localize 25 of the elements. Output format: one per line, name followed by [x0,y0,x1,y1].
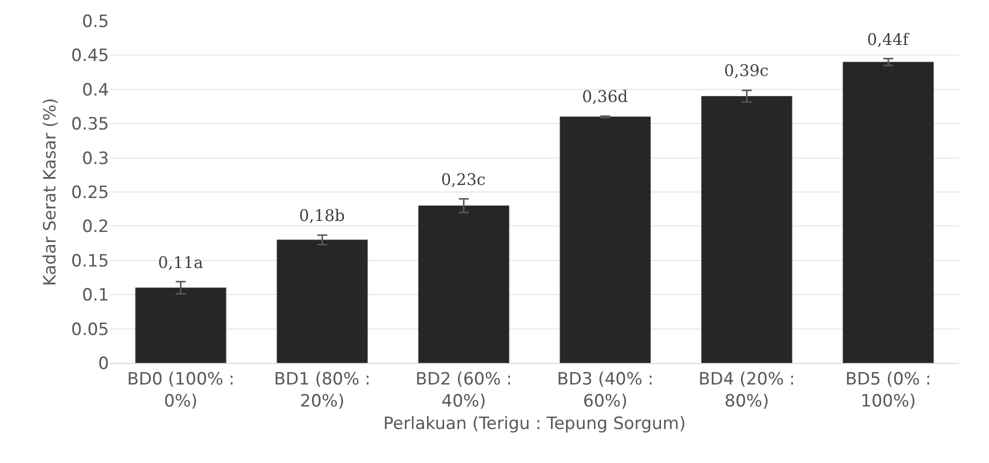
y-tick-label: 0.05 [71,320,109,340]
x-tick-label: BD5 (0% : 100%) [845,369,932,412]
x-tick-label: BD2 (60% : 40%) [415,369,512,412]
x-tick-label: BD4 (20% : 80%) [698,369,796,412]
y-tick-label: 0.25 [71,182,109,203]
y-tick-label: 0.2 [82,217,109,238]
y-axis-title: Kadar Serat Kasar (%) [40,98,61,286]
data-label: 0,23c [441,170,486,189]
y-tick-label: 0.3 [82,148,109,169]
data-label: 0,44f [867,30,910,49]
y-tick-label: 0.4 [82,80,109,100]
data-label: 0,18b [299,206,345,225]
y-tick-label: 0.5 [82,12,109,32]
data-label: 0,36d [582,87,628,106]
y-tick-label: 0.15 [71,251,109,272]
data-label: 0,39c [724,61,769,80]
x-axis-title: Perlakuan (Terigu : Tepung Sorgum) [383,414,686,434]
y-tick-label: 0.45 [71,46,109,66]
x-tick-label: BD1 (80% : 20%) [274,369,371,412]
y-tick-label: 0.1 [82,286,109,306]
x-tick-label: BD0 (100% : 0%) [127,369,234,412]
data-label: 0,11a [158,253,204,272]
x-tick-label: BD3 (40% : 60%) [556,369,654,412]
y-tick-label: 0.35 [71,114,109,135]
y-tick-label: 0 [98,354,109,374]
